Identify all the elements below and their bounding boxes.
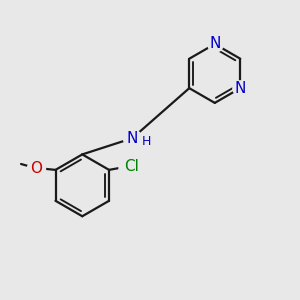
Text: N: N [209, 37, 220, 52]
Text: Cl: Cl [124, 159, 139, 174]
Text: N: N [127, 131, 138, 146]
Text: H: H [142, 135, 151, 148]
Text: O: O [30, 161, 42, 176]
Text: N: N [235, 81, 246, 96]
